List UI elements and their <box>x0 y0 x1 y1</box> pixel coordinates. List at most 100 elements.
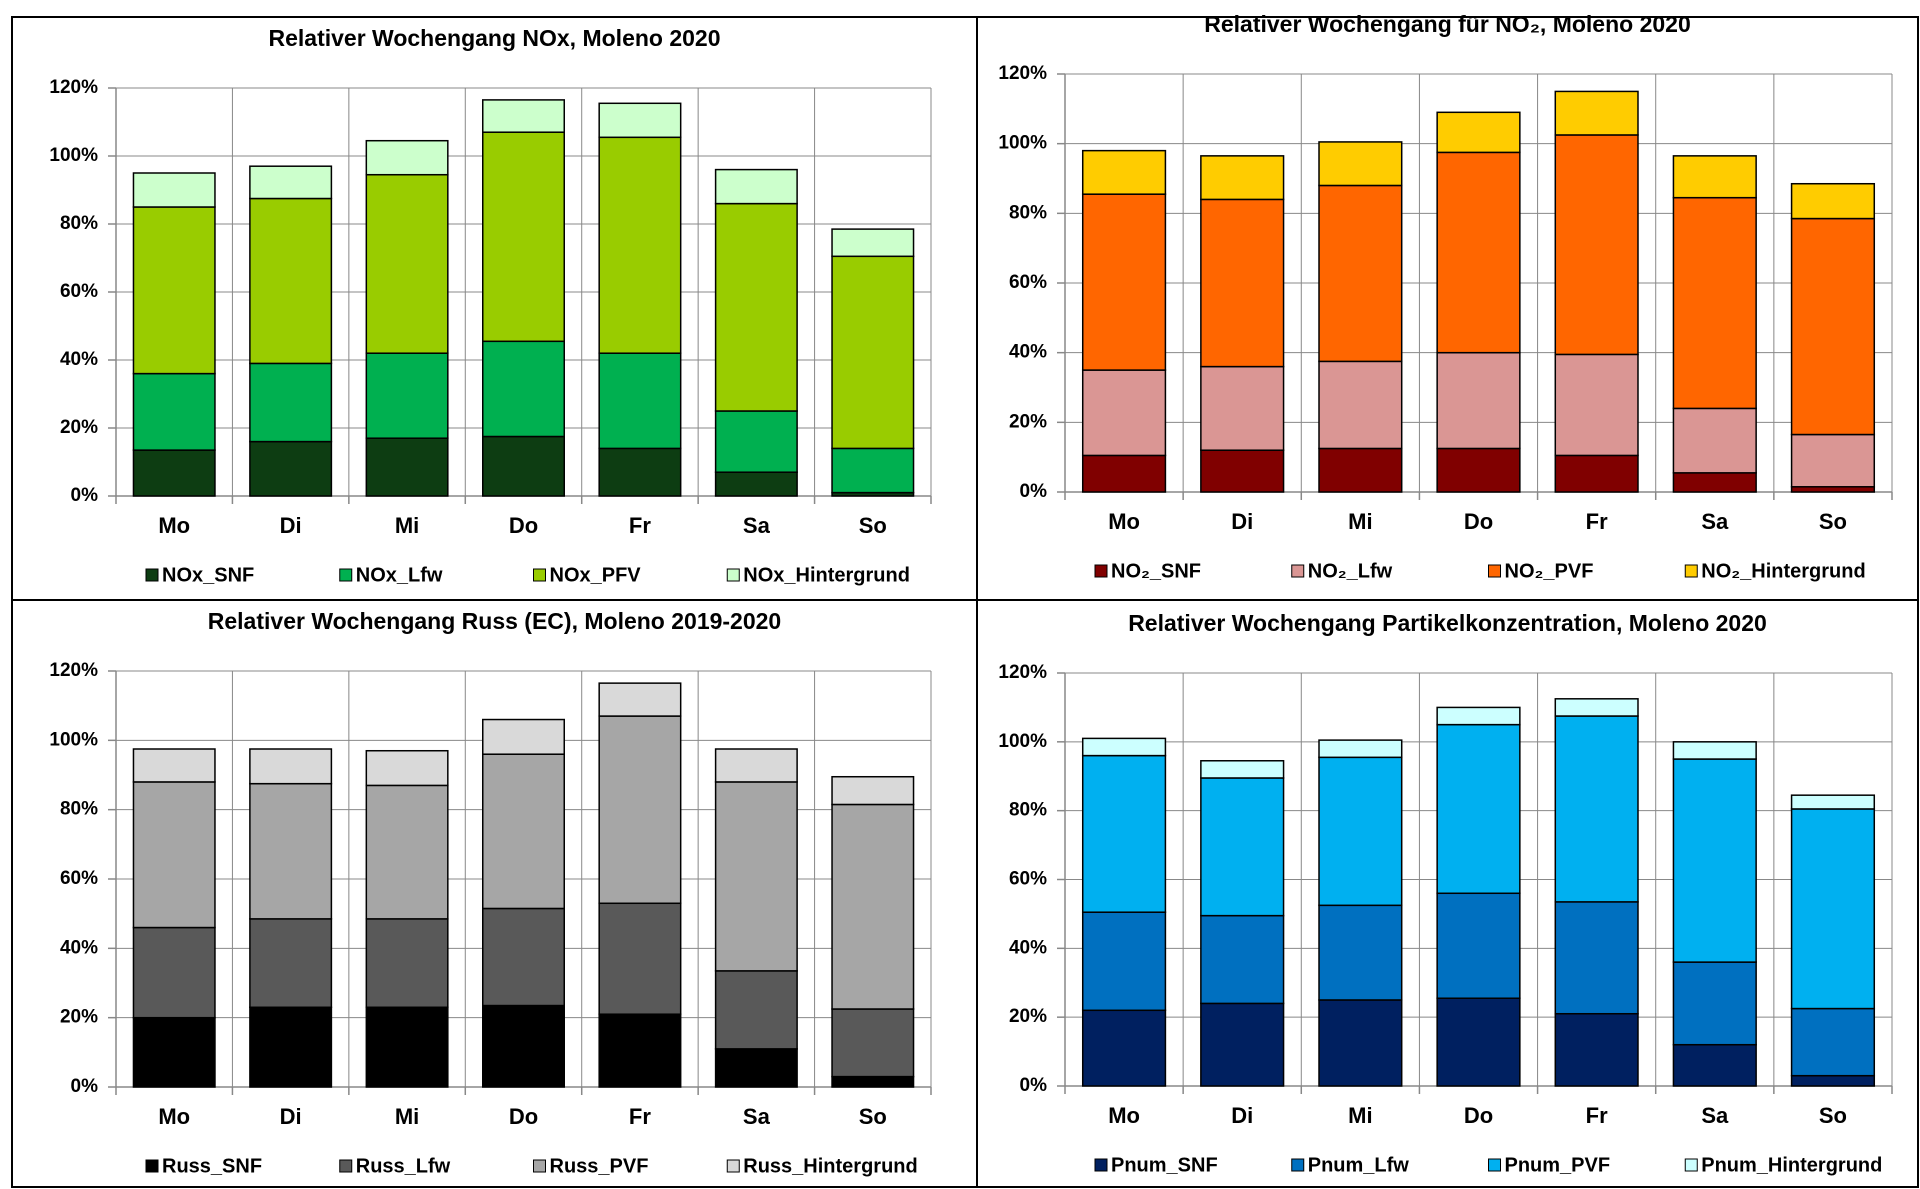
bar-segment <box>1436 447 1521 493</box>
legend-label: NOx_Lfw <box>356 564 443 586</box>
bar-segment <box>132 172 216 208</box>
outer-frame <box>11 16 1919 1188</box>
bar-segment <box>1790 433 1876 488</box>
y-tick-label: 60% <box>60 868 98 889</box>
y-tick-label: 60% <box>60 281 98 302</box>
bar-segment <box>249 165 333 200</box>
x-tick-label: Sa <box>743 513 771 538</box>
bar-segment <box>1200 760 1285 779</box>
legend-label: Russ_Lfw <box>356 1155 451 1177</box>
bar-segment <box>1081 737 1167 757</box>
legend-label: NOx_SNF <box>162 564 254 586</box>
y-tick-label: 0% <box>1020 481 1048 502</box>
legend-label: Pnum_PVF <box>1505 1154 1611 1176</box>
legend-swatch <box>1488 1158 1501 1172</box>
bar-segment <box>598 902 682 1015</box>
bar-segment <box>714 781 798 972</box>
legend-swatch <box>339 1159 353 1173</box>
x-tick-label: Sa <box>743 1104 771 1129</box>
legend-swatch <box>1291 564 1305 578</box>
bar-segment <box>482 435 565 497</box>
bar-segment <box>249 748 333 785</box>
legend-swatch <box>145 1159 159 1173</box>
bar-segment <box>1436 706 1521 726</box>
y-tick-label: 20% <box>60 1007 98 1028</box>
bar-segment <box>598 715 682 905</box>
bar-segment <box>365 784 449 920</box>
bar-segment <box>714 1048 798 1088</box>
bar-segment <box>249 918 333 1009</box>
bar-segment <box>1790 794 1876 810</box>
bar-segment <box>714 202 798 412</box>
bar-segment <box>1081 1009 1167 1087</box>
bar-segment <box>132 926 216 1019</box>
legend-label: NO₂_PVF <box>1505 560 1594 582</box>
bar-segment <box>365 918 449 1009</box>
bar-segment <box>132 206 216 375</box>
y-tick-label: 80% <box>1009 800 1047 821</box>
y-tick-label: 20% <box>1009 411 1047 432</box>
bar-segment <box>132 748 216 783</box>
bar-segment <box>831 255 915 450</box>
bar-segment <box>1436 892 1521 999</box>
y-tick-label: 0% <box>1020 1075 1048 1096</box>
x-tick-label: Di <box>280 1104 302 1129</box>
bar-segment <box>598 102 682 139</box>
bar-segment <box>1200 1002 1285 1087</box>
bar-segment <box>831 447 915 494</box>
bar-segment <box>482 99 565 133</box>
x-tick-label: Di <box>1231 509 1253 534</box>
bar-segment <box>249 362 333 443</box>
chart-title: Relativer Wochengang für NO₂, Moleno 202… <box>1204 11 1691 37</box>
bar-segment <box>1554 698 1639 717</box>
bar-segment <box>482 131 565 343</box>
bar-segment <box>1672 741 1757 760</box>
x-tick-label: Fr <box>629 513 651 538</box>
bar-segment <box>249 782 333 920</box>
bar-segment <box>1318 904 1403 1001</box>
legend-label: NO₂_SNF <box>1111 560 1201 582</box>
bar-segment <box>365 749 449 787</box>
bar-segment <box>365 173 449 354</box>
bar-segment <box>831 803 915 1010</box>
bar-segment <box>1081 911 1167 1012</box>
x-tick-label: Mi <box>395 1104 419 1129</box>
y-tick-label: 60% <box>1009 272 1047 293</box>
y-tick-label: 120% <box>998 662 1047 683</box>
x-tick-label: Di <box>1231 1103 1253 1128</box>
y-tick-label: 40% <box>1009 342 1047 363</box>
legend-swatch <box>533 568 546 582</box>
legend-label: Russ_SNF <box>162 1155 262 1177</box>
bar-segment <box>1672 961 1757 1046</box>
bar-segment <box>132 372 216 451</box>
legend-label: NOx_PFV <box>550 564 642 586</box>
bar-segment <box>714 970 798 1050</box>
bar-segment <box>1318 739 1403 759</box>
bar-segment <box>1672 1043 1757 1087</box>
bar-segment <box>1554 90 1639 136</box>
bar-segment <box>1554 353 1639 457</box>
legend-swatch <box>145 568 159 582</box>
y-tick-label: 0% <box>71 485 99 506</box>
bar-segment <box>365 139 449 176</box>
bar-segment <box>249 440 333 497</box>
legend-label: Russ_Hintergrund <box>743 1155 917 1177</box>
legend-label: Russ_PVF <box>550 1155 649 1177</box>
bar-segment <box>714 748 798 783</box>
x-tick-label: Mo <box>1108 1103 1140 1128</box>
legend-label: NO₂_Lfw <box>1308 560 1393 582</box>
bar-segment <box>482 753 565 910</box>
x-tick-label: Mo <box>1108 509 1140 534</box>
bar-segment <box>598 1013 682 1088</box>
bar-segment <box>598 682 682 717</box>
legend-swatch <box>726 1159 740 1173</box>
y-tick-label: 40% <box>60 937 98 958</box>
bar-segment <box>1554 901 1639 1015</box>
x-tick-label: Mo <box>158 1104 190 1129</box>
y-tick-label: 0% <box>71 1076 99 1097</box>
bar-segment <box>598 352 682 450</box>
y-tick-label: 60% <box>1009 869 1047 890</box>
bar-segment <box>1200 777 1285 917</box>
bar-segment <box>482 340 565 438</box>
